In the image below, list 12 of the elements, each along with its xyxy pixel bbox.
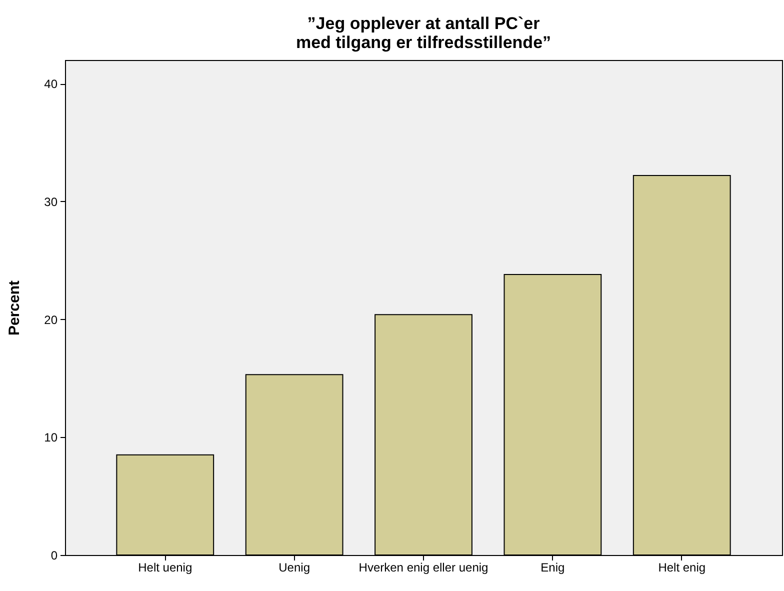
y-tick-label: 0 [50,548,58,562]
x-tick-label: Uenig [278,560,310,574]
chart-title: ”Jeg opplever at antall PC`er med tilgang er tilfredsstillende” [296,14,552,52]
y-tick-label: 30 [44,194,58,209]
y-axis-title: Percent [6,280,24,336]
y-tick-label: 10 [44,430,58,445]
y-tick-label: 40 [44,77,58,92]
x-tick-label: Hverken enig eller uenig [358,560,488,574]
y-tick-label: 20 [44,312,58,327]
x-tick-label: Helt enig [658,560,706,574]
x-tick-label: Enig [540,560,565,574]
x-tick-label: Helt uenig [138,560,192,574]
